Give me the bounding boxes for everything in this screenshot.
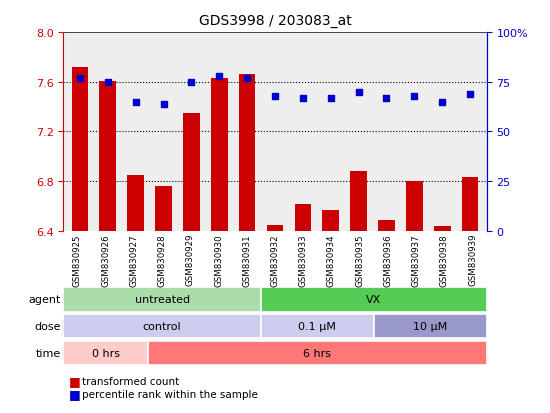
Text: GSM830936: GSM830936 xyxy=(383,233,393,286)
Point xyxy=(131,99,140,106)
Point xyxy=(215,74,224,80)
Text: untreated: untreated xyxy=(135,294,190,304)
Point xyxy=(299,95,307,102)
Text: time: time xyxy=(35,348,60,358)
Bar xyxy=(322,210,339,231)
Text: 6 hrs: 6 hrs xyxy=(304,348,331,358)
Text: GSM830928: GSM830928 xyxy=(157,233,167,286)
Text: GSM830926: GSM830926 xyxy=(101,233,110,286)
Bar xyxy=(239,75,256,231)
Text: GSM830925: GSM830925 xyxy=(73,233,82,286)
Text: GSM830939: GSM830939 xyxy=(468,233,477,286)
Bar xyxy=(461,178,478,231)
Bar xyxy=(294,204,311,231)
Text: GSM830935: GSM830935 xyxy=(355,233,364,286)
Text: 0.1 μM: 0.1 μM xyxy=(299,321,336,331)
Text: GSM830931: GSM830931 xyxy=(242,233,251,286)
Text: dose: dose xyxy=(34,321,60,331)
Point xyxy=(410,93,419,100)
Text: 10 μM: 10 μM xyxy=(413,321,447,331)
Text: GSM830929: GSM830929 xyxy=(186,233,195,286)
Bar xyxy=(211,79,228,231)
Text: GSM830934: GSM830934 xyxy=(327,233,336,286)
Polygon shape xyxy=(62,347,68,359)
Point xyxy=(243,75,251,82)
Text: ■: ■ xyxy=(69,387,80,401)
Text: GSM830933: GSM830933 xyxy=(299,233,308,286)
Bar xyxy=(434,226,450,231)
Point xyxy=(382,95,391,102)
Text: ■: ■ xyxy=(69,374,80,387)
Text: GSM830938: GSM830938 xyxy=(440,233,449,286)
Text: GSM830930: GSM830930 xyxy=(214,233,223,286)
Bar xyxy=(350,172,367,231)
Bar xyxy=(128,176,144,231)
Text: agent: agent xyxy=(28,294,60,304)
Point xyxy=(354,89,363,96)
Text: 0 hrs: 0 hrs xyxy=(92,348,119,358)
Polygon shape xyxy=(62,320,68,332)
Text: transformed count: transformed count xyxy=(82,376,180,386)
Text: GSM830927: GSM830927 xyxy=(129,233,139,286)
Text: GSM830937: GSM830937 xyxy=(411,233,421,286)
Point xyxy=(326,95,335,102)
Point xyxy=(187,79,196,86)
Bar xyxy=(378,220,395,231)
Bar xyxy=(155,187,172,231)
Point xyxy=(438,99,447,106)
Bar xyxy=(267,225,283,231)
Text: GDS3998 / 203083_at: GDS3998 / 203083_at xyxy=(199,14,351,28)
Polygon shape xyxy=(62,293,68,306)
Point xyxy=(75,75,84,82)
Text: GSM830932: GSM830932 xyxy=(271,233,279,286)
Bar xyxy=(183,114,200,231)
Point xyxy=(466,91,475,98)
Bar xyxy=(100,81,116,231)
Bar xyxy=(406,182,422,231)
Text: percentile rank within the sample: percentile rank within the sample xyxy=(82,389,258,399)
Point xyxy=(103,79,112,86)
Bar xyxy=(72,68,89,231)
Text: VX: VX xyxy=(366,294,382,304)
Point xyxy=(159,101,168,108)
Text: control: control xyxy=(143,321,182,331)
Point xyxy=(271,93,279,100)
